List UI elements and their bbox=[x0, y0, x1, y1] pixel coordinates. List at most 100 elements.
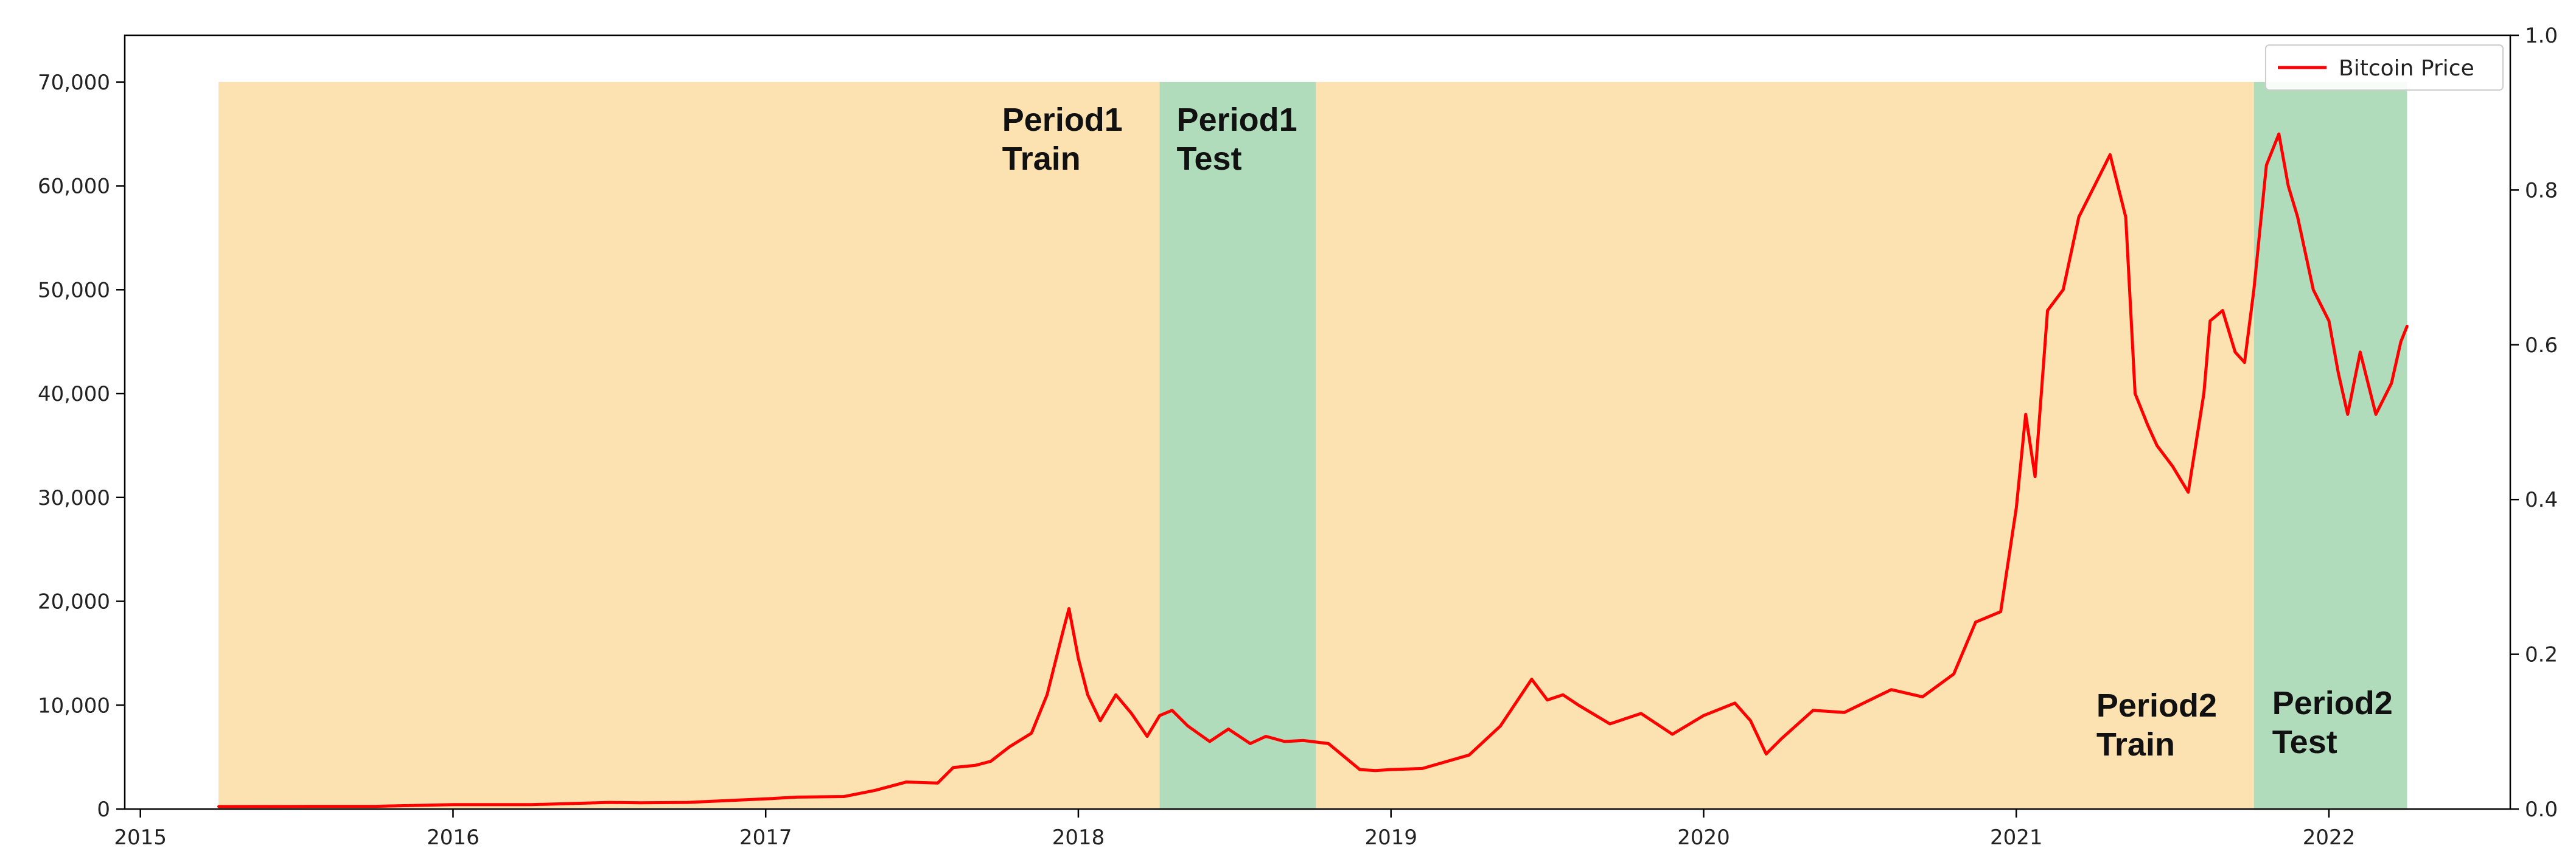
region-label-line: Train bbox=[2096, 726, 2175, 763]
train-region-3 bbox=[1316, 82, 2254, 809]
y2-tick-label: 0.8 bbox=[2525, 178, 2558, 203]
data-point bbox=[989, 760, 993, 763]
data-point bbox=[1780, 737, 1784, 740]
data-point bbox=[2146, 423, 2149, 426]
data-point bbox=[1067, 607, 1070, 610]
data-point bbox=[2171, 465, 2174, 468]
data-point bbox=[2077, 215, 2081, 218]
y-tick-label: 0 bbox=[97, 797, 110, 822]
y2-tick-label: 0.6 bbox=[2525, 333, 2558, 358]
data-point bbox=[1467, 754, 1471, 757]
data-point bbox=[842, 795, 845, 798]
data-point bbox=[764, 797, 767, 801]
data-point bbox=[2093, 184, 2096, 187]
data-point bbox=[2109, 153, 2112, 156]
data-point bbox=[2233, 350, 2237, 353]
data-point bbox=[974, 764, 977, 767]
data-point bbox=[1227, 728, 1230, 731]
data-point bbox=[1389, 768, 1392, 771]
x-tick-label: 2015 bbox=[114, 825, 167, 850]
data-point bbox=[2287, 184, 2290, 187]
y-tick-label: 70,000 bbox=[38, 71, 110, 95]
test-region-2 bbox=[1159, 82, 1316, 809]
data-point bbox=[1577, 704, 1580, 707]
data-point bbox=[2277, 133, 2281, 136]
data-point bbox=[2046, 309, 2049, 312]
data-point bbox=[1327, 742, 1330, 745]
data-point bbox=[1765, 752, 1768, 756]
x-tick-label: 2016 bbox=[427, 825, 480, 850]
data-point bbox=[1302, 739, 1305, 742]
data-point bbox=[2265, 164, 2268, 167]
data-point bbox=[2359, 350, 2362, 353]
region-label-2: Period1 Test bbox=[1177, 102, 1297, 177]
data-point bbox=[686, 801, 689, 804]
data-point bbox=[1999, 610, 2002, 613]
data-point bbox=[1030, 732, 1033, 735]
data-point bbox=[452, 803, 455, 806]
region-label-line: Test bbox=[1177, 141, 1242, 177]
y-tick-label: 60,000 bbox=[38, 175, 110, 199]
data-point bbox=[1420, 767, 1424, 770]
data-point bbox=[1639, 712, 1642, 715]
train-region-1 bbox=[218, 82, 1160, 809]
y-tick-label: 40,000 bbox=[38, 382, 110, 406]
region-label-line: Period2 bbox=[2272, 685, 2393, 721]
data-point bbox=[1608, 722, 1611, 726]
data-point bbox=[795, 796, 798, 799]
y2-tick-label: 1.0 bbox=[2525, 24, 2558, 48]
y-tick-label: 50,000 bbox=[38, 278, 110, 302]
data-point bbox=[1283, 740, 1286, 743]
y-tick-label: 20,000 bbox=[38, 590, 110, 614]
data-point bbox=[2033, 475, 2037, 478]
data-point bbox=[529, 803, 533, 807]
data-point bbox=[1114, 693, 1117, 697]
regions-layer bbox=[218, 82, 2407, 809]
data-point bbox=[2406, 324, 2409, 328]
legend-label: Bitcoin Price bbox=[2339, 56, 2474, 81]
data-point bbox=[2374, 412, 2378, 416]
data-point bbox=[1061, 631, 1064, 634]
legend-box bbox=[2265, 44, 2504, 91]
data-point bbox=[1008, 745, 1011, 748]
region-label-line: Train bbox=[1002, 141, 1081, 177]
data-point bbox=[1145, 735, 1149, 738]
data-point bbox=[1952, 672, 1955, 676]
x-tick-label: 2021 bbox=[1990, 825, 2043, 850]
y-tick-label: 30,000 bbox=[38, 486, 110, 510]
x-tick-label: 2018 bbox=[1052, 825, 1105, 850]
data-point bbox=[1733, 701, 1737, 705]
data-point bbox=[2243, 361, 2246, 364]
x-tick-label: 2020 bbox=[1677, 825, 1730, 850]
test-region-4 bbox=[2253, 82, 2407, 809]
data-point bbox=[295, 805, 298, 808]
data-point bbox=[2062, 288, 2065, 291]
data-point bbox=[1562, 693, 1565, 697]
data-point bbox=[2296, 215, 2299, 218]
data-point bbox=[1086, 693, 1089, 697]
data-point bbox=[2202, 392, 2205, 395]
data-point bbox=[1098, 719, 1102, 723]
data-point bbox=[1186, 724, 1189, 728]
data-point bbox=[2208, 319, 2211, 322]
data-point bbox=[217, 805, 220, 808]
data-point bbox=[639, 801, 642, 804]
region-label-line: Period2 bbox=[2096, 687, 2217, 724]
data-point bbox=[1249, 742, 1252, 745]
data-point bbox=[1265, 735, 1268, 738]
x-tick-label: 2019 bbox=[1364, 825, 1417, 850]
axes-layer: 2015 2016 2017 2018 2019 2020 2021 2022 0 10,000 2… bbox=[38, 24, 2558, 850]
data-point bbox=[1749, 719, 1752, 723]
y2-tick-label: 0.0 bbox=[2525, 797, 2558, 822]
data-point bbox=[1158, 714, 1161, 717]
data-point bbox=[1974, 620, 1977, 624]
region-label-4: Period2 Test bbox=[2272, 685, 2393, 760]
region-label-3: Period2 Train bbox=[2096, 687, 2217, 763]
data-point bbox=[2337, 371, 2340, 375]
region-label-line: Period1 bbox=[1177, 102, 1297, 138]
series-layer bbox=[217, 132, 2409, 808]
data-point bbox=[2187, 491, 2190, 494]
data-point bbox=[608, 801, 611, 804]
